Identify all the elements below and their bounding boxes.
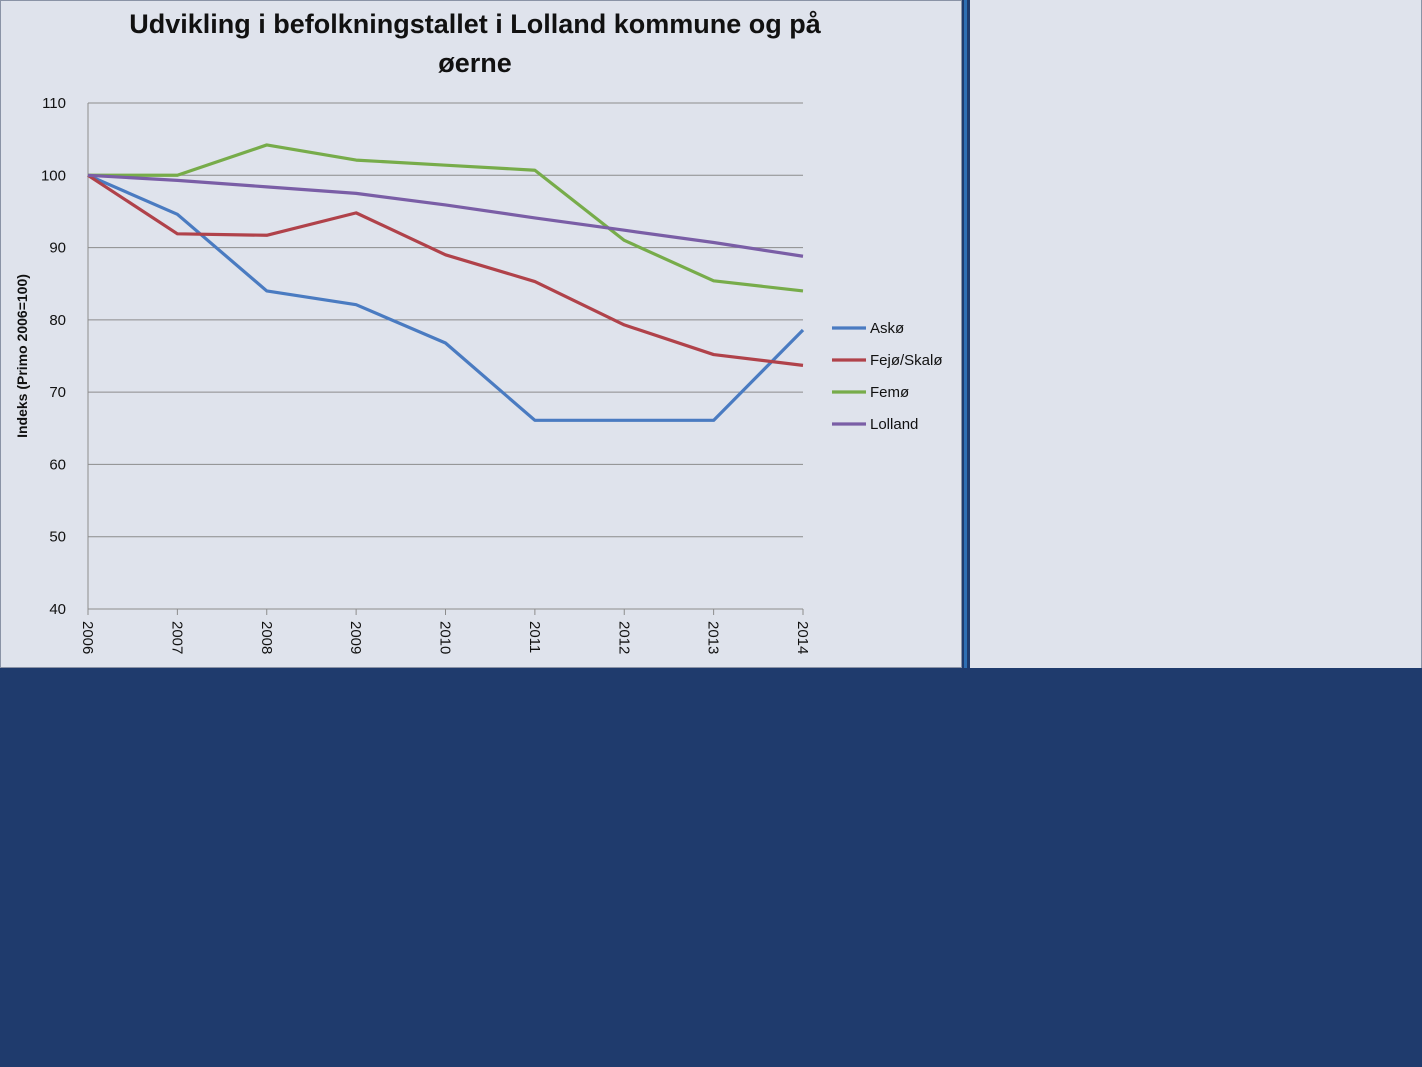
legend-label: Lolland [870, 416, 918, 433]
legend-label: Askø [870, 320, 904, 337]
x-tick-labels: 2006 2007 2008 2009 2010 2011 2012 2013 2014 [79, 621, 811, 654]
y-axis-label: Indeks (Primo 2006=100) [14, 274, 30, 438]
legend: Askø Fejø/Skalø Femø Lolland [832, 320, 943, 433]
x-tick-label: 2013 [705, 621, 722, 654]
y-tick-label: 100 [41, 167, 66, 184]
x-tick-label: 2009 [347, 621, 364, 654]
y-tick-label: 70 [49, 384, 66, 401]
x-tick-label: 2010 [437, 621, 454, 654]
series-lines [87, 143, 805, 422]
y-tick-label: 60 [49, 456, 66, 473]
background-region [0, 668, 1422, 1067]
x-tick-label: 2007 [168, 621, 185, 654]
series-line-ask- [87, 173, 805, 422]
legend-label: Fejø/Skalø [870, 352, 943, 369]
panel-divider-line [964, 0, 967, 668]
x-tick-label: 2006 [79, 621, 96, 654]
series-line-fej-skal- [87, 173, 804, 367]
y-tick-label: 110 [42, 95, 66, 112]
chart-title-line-2: øerne [438, 48, 512, 78]
legend-label: Femø [870, 384, 909, 401]
y-tick-label: 40 [49, 601, 66, 618]
chart-panel [0, 0, 962, 668]
y-tick-label: 80 [49, 312, 66, 329]
series-line-lolland [87, 173, 804, 258]
x-tick-label: 2011 [526, 621, 543, 653]
series-line-fem- [88, 143, 804, 293]
x-tick-label: 2008 [258, 621, 275, 654]
y-tick-label: 90 [49, 240, 66, 257]
empty-panel [970, 0, 1422, 668]
y-tick-labels: 40 50 60 70 80 90 100 110 [41, 95, 66, 618]
x-tick-label: 2012 [615, 621, 632, 654]
gridlines [87, 102, 804, 615]
line-chart: Udvikling i befolkningstallet i Lolland … [14, 9, 943, 654]
chart-title-line-1: Udvikling i befolkningstallet i Lolland … [129, 9, 822, 39]
x-tick-label: 2014 [794, 621, 811, 654]
y-tick-label: 50 [49, 529, 66, 546]
